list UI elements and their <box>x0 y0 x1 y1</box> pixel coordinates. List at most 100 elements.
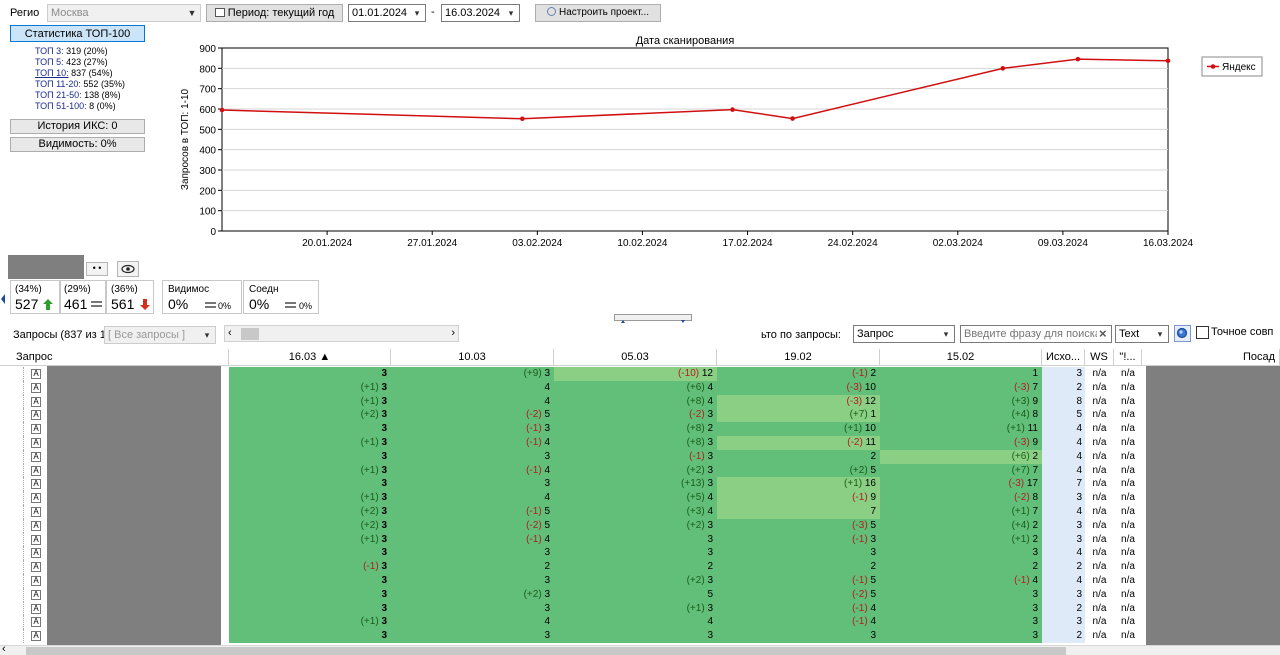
column-header-landing[interactable]: Посад <box>1142 349 1280 366</box>
position-cell: 4 <box>554 615 717 630</box>
search-button[interactable] <box>1174 325 1191 342</box>
horizontal-scrollbar-top[interactable]: ‹ › <box>224 325 459 342</box>
query-node-icon[interactable]: A <box>31 589 41 600</box>
date-from-picker[interactable]: 01.01.2024 ▾ <box>348 4 426 22</box>
table-row[interactable]: A (+1) 3 4 (+5) 4 (-1) 9 (-2) 8 3 n/a n/a <box>0 491 1280 505</box>
query-node-icon[interactable]: A <box>31 424 41 435</box>
query-node-icon[interactable]: A <box>31 520 41 531</box>
position-value: 3 <box>707 437 713 448</box>
scroll-left-icon[interactable]: ‹ <box>2 643 6 655</box>
splitter-handle[interactable] <box>614 314 692 323</box>
date-from-value: 01.01.2024 <box>352 7 408 19</box>
position-cell: (+2) 5 <box>717 463 880 478</box>
query-node-icon[interactable]: A <box>31 631 41 642</box>
search-input[interactable] <box>960 325 1112 343</box>
position-value: 7 <box>870 506 876 517</box>
column-header-date[interactable]: 10.03 <box>391 349 554 366</box>
position-delta: (+1) <box>360 616 382 628</box>
table-row[interactable]: A (+1) 3 (-1) 4 (+2) 3 (+2) 5 (+7) 7 4 n/a n/a <box>0 463 1280 478</box>
table-row[interactable]: A 3 3 3 3 3 2 n/a n/a <box>0 629 1280 643</box>
table-row[interactable]: A 3 (+2) 3 5 (-2) 5 3 3 n/a n/a <box>0 587 1280 602</box>
source-cell: 2 <box>1042 601 1085 616</box>
table-row[interactable]: A 3 3 (+1) 3 (-1) 4 3 2 n/a n/a <box>0 601 1280 616</box>
position-value: 2 <box>544 561 550 573</box>
column-header-query[interactable]: Запрос <box>0 349 229 366</box>
colon-toggle-button[interactable]: • • <box>86 262 108 276</box>
horizontal-scrollbar-bottom[interactable]: ‹ <box>0 643 1280 655</box>
table-row[interactable]: A (+1) 3 (-1) 4 3 (-1) 3 (+1) 2 3 n/a n/a <box>0 532 1280 547</box>
query-node-icon[interactable]: A <box>31 410 41 421</box>
query-node-icon[interactable]: A <box>31 548 41 559</box>
eye-button[interactable] <box>117 261 139 277</box>
column-header-ws[interactable]: WS <box>1085 349 1114 366</box>
top-stat-value: 837 (54%) <box>68 68 113 78</box>
table-row[interactable]: A (+1) 3 4 (+8) 4 (-3) 12 (+3) 9 8 n/a n/a <box>0 394 1280 409</box>
clear-search-icon[interactable]: × <box>1099 326 1107 341</box>
position-cell: (+1) 3 <box>229 615 391 630</box>
table-row[interactable]: A 3 3 (-1) 3 2 (+6) 2 4 n/a n/a <box>0 449 1280 464</box>
table-row[interactable]: A (-1) 3 2 2 2 2 2 n/a n/a <box>0 560 1280 574</box>
search-mode-select[interactable]: Text ▾ <box>1115 325 1169 343</box>
scroll-left-icon[interactable]: ‹ <box>228 327 232 339</box>
position-value: 17 <box>1026 478 1038 490</box>
region-select[interactable]: Москва ▼ <box>47 4 201 22</box>
quote-cell: n/a <box>1121 519 1135 531</box>
table-row[interactable]: A (+1) 3 4 (+6) 4 (-3) 10 (-3) 7 2 n/a n/a <box>0 380 1280 395</box>
table-row[interactable]: A 3 3 (+13) 3 (+1) 16 (-3) 17 7 n/a n/a <box>0 477 1280 492</box>
query-node-icon[interactable]: A <box>31 617 41 628</box>
column-header-date[interactable]: 15.02 <box>880 349 1042 366</box>
table-row[interactable]: A 3 3 (+2) 3 (-1) 5 (-1) 4 4 n/a n/a <box>0 574 1280 588</box>
configure-project-button[interactable]: Настроить проект... <box>535 4 661 22</box>
ws-cell: n/a <box>1092 588 1107 600</box>
query-node-icon[interactable]: A <box>31 465 41 476</box>
query-node-icon[interactable]: A <box>31 562 41 573</box>
column-header-date[interactable]: 19.02 <box>717 349 880 366</box>
all-queries-select[interactable]: [ Все запросы ] ▾ <box>104 326 216 344</box>
table-row[interactable]: A (+2) 3 (-2) 5 (+2) 3 (-3) 5 (+4) 2 3 n/a n/a <box>0 518 1280 533</box>
table-row[interactable]: A (+1) 3 4 4 (-1) 4 3 3 n/a n/a <box>0 615 1280 630</box>
query-node-icon[interactable]: A <box>31 369 41 379</box>
top-stat-line[interactable]: ТОП 10: 837 (54%) <box>35 68 113 78</box>
query-node-icon[interactable]: A <box>31 534 41 545</box>
query-node-icon[interactable]: A <box>31 396 41 407</box>
position-value: 4 <box>544 533 550 545</box>
scroll-right-icon[interactable]: › <box>451 327 455 339</box>
column-header-date[interactable]: 16.03 ▲ <box>229 349 391 366</box>
position-cell: (+1) 3 <box>554 601 717 616</box>
position-cell: (-1) 3 <box>391 422 554 436</box>
position-delta: (-1) <box>363 561 382 573</box>
query-node-icon[interactable]: A <box>31 451 41 462</box>
position-cell: 3 <box>391 546 554 561</box>
query-node-icon[interactable]: A <box>31 603 41 614</box>
column-header-date[interactable]: 05.03 <box>554 349 717 366</box>
query-node-icon[interactable]: A <box>31 507 41 517</box>
table-row[interactable]: A 3 3 3 3 3 4 n/a n/a <box>0 546 1280 561</box>
visibility-button[interactable]: Видимость: 0% <box>10 137 145 152</box>
query-node-icon[interactable]: A <box>31 493 41 504</box>
left-scroll-arrow-icon[interactable] <box>0 293 6 305</box>
table-row[interactable]: A 3 (+9) 3 (-10) 12 (-1) 2 1 3 n/a n/a <box>0 367 1280 381</box>
table-row[interactable]: A (+1) 3 (-1) 4 (+8) 3 (-2) 11 (-3) 9 4 n/a n/a <box>0 436 1280 450</box>
scroll-thumb[interactable] <box>26 647 1066 655</box>
iks-history-label: История ИКС: 0 <box>37 120 118 132</box>
tab-redacted[interactable] <box>8 255 84 279</box>
query-node-icon[interactable]: A <box>31 576 41 586</box>
table-row[interactable]: A (+2) 3 (-2) 5 (-2) 3 (+7) 1 (+4) 8 5 n/a n/a <box>0 408 1280 423</box>
filter-field-select[interactable]: Запрос ▾ <box>853 325 955 343</box>
table-row[interactable]: A 3 (-1) 3 (+8) 2 (+1) 10 (+1) 11 4 n/a n/a <box>0 422 1280 436</box>
scroll-thumb[interactable] <box>241 328 259 340</box>
query-node-icon[interactable]: A <box>31 382 41 393</box>
column-header-quote[interactable]: "!... <box>1114 349 1142 366</box>
position-delta: (+1) <box>360 464 382 476</box>
date-to-picker[interactable]: 16.03.2024 ▾ <box>441 4 520 22</box>
iks-history-button[interactable]: История ИКС: 0 <box>10 119 145 134</box>
query-node-icon[interactable]: A <box>31 438 41 448</box>
top100-stats-button[interactable]: Статистика ТОП-100 <box>10 25 145 42</box>
period-button[interactable]: Период: текущий год <box>206 4 343 22</box>
exact-match-checkbox[interactable] <box>1196 326 1209 339</box>
quote-cell: n/a <box>1121 575 1135 586</box>
table-row[interactable]: A (+2) 3 (-1) 5 (+3) 4 7 (+1) 7 4 n/a n/a <box>0 505 1280 519</box>
source-cell: 5 <box>1042 408 1085 423</box>
query-node-icon[interactable]: A <box>31 479 41 490</box>
column-header-source[interactable]: Исхо... <box>1042 349 1085 366</box>
